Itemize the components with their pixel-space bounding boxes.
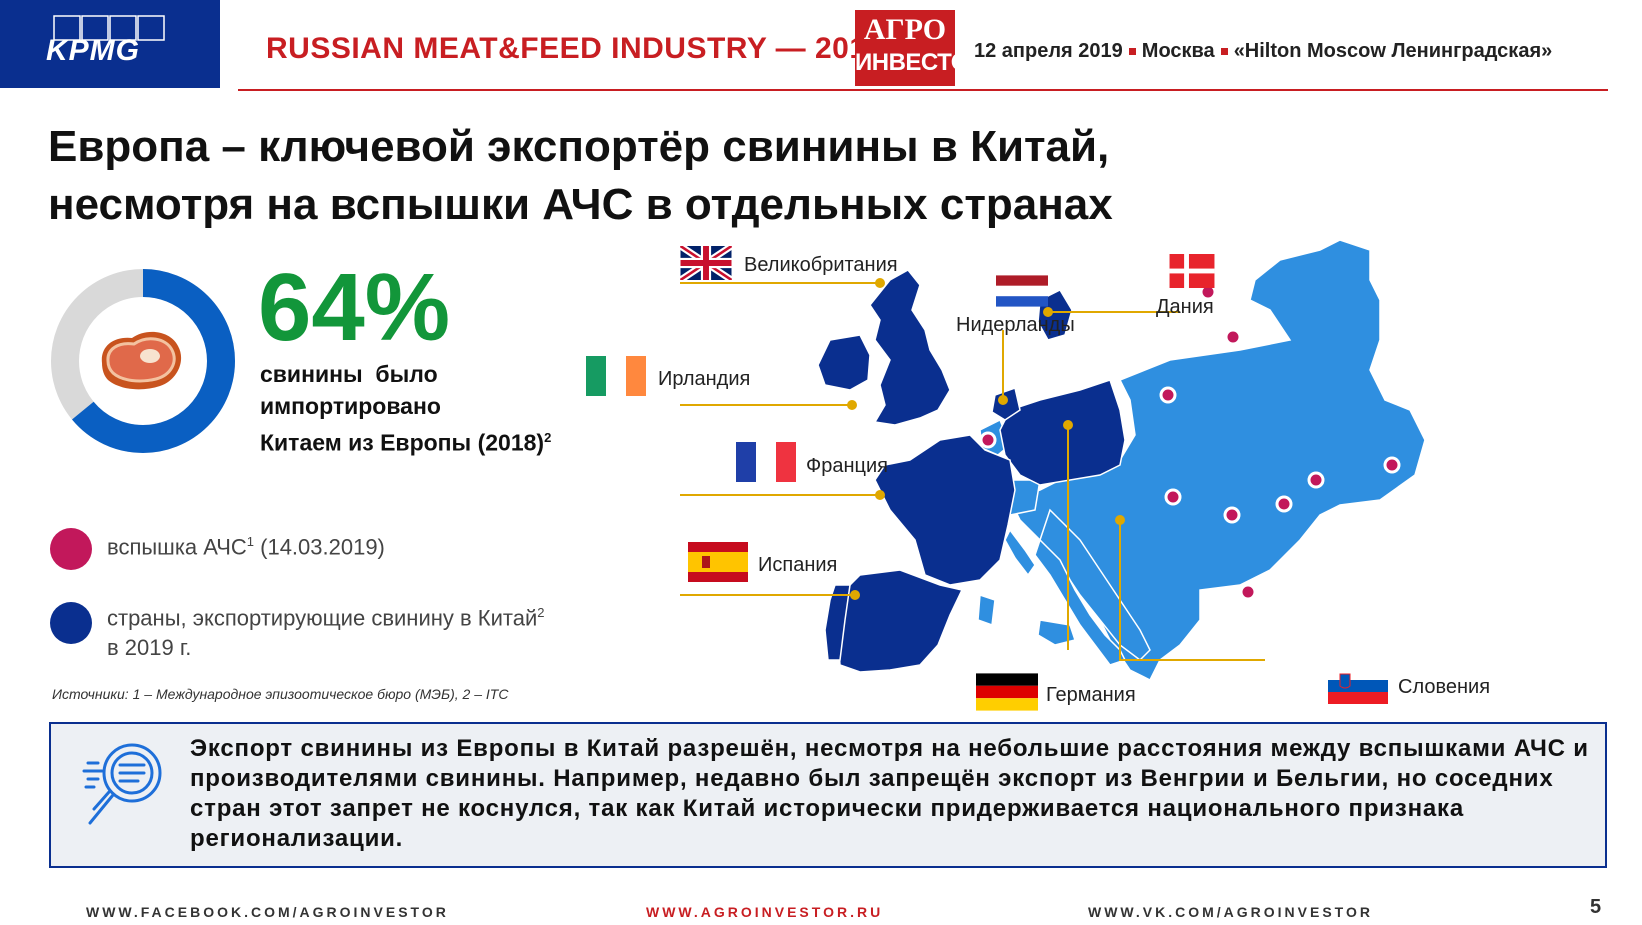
portugal-shape [824,584,851,661]
info-text: Экспорт свинины из Европы в Китай разреш… [190,735,1589,852]
denmark-flag-icon [1169,254,1215,288]
asf-markers [979,283,1401,601]
stat-line-2: импортировано [260,393,441,419]
label-germany: Германия [1046,684,1136,706]
germany-flag-icon [976,673,1038,711]
legend-asf-date: (14.03.2019) [254,534,385,560]
page-title: Европа – ключевой экспортёр свинины в Ки… [48,118,1348,234]
great-britain [869,269,951,426]
event-venue: «Hilton Moscow Ленинградская» [1233,40,1553,62]
label-denmark: Дания [1156,296,1214,318]
legend-exporters-text: страны, экспортирующие свинину в Китай [107,605,538,631]
netherlands-flag-icon [996,275,1048,307]
info-box [49,722,1607,868]
europe-map [680,240,1426,682]
label-france: Франция [806,455,888,477]
germany-shape [999,379,1126,486]
legend-asf-dot [50,528,92,570]
footer-vk-link[interactable]: WWW.VK.COM/AGROINVESTOR [1088,904,1373,920]
meat-steak-icon [101,331,182,390]
legend-exporters-dot [50,602,92,644]
kpmg-logo: KPMG [46,34,140,67]
asf-marker-moldova-west [1307,471,1325,489]
sources-note: Источники: 1 – Международное эпизоотичес… [52,686,509,702]
asf-marker-romania [1223,506,1241,524]
legend-exporters-label: страны, экспортирующие свинину в Китай2 … [107,598,545,663]
switzerland-area [1004,528,1036,577]
connector-dot-uk [875,278,885,288]
stat-description: свинины было импортировано Китаем из Евр… [260,358,551,459]
spain-shape [837,569,964,673]
asf-marker-latvia [1224,328,1242,346]
stat-line-3-text: Китаем из Европы (2018) [260,429,545,456]
stat-footnote: 2 [544,430,552,445]
asf-marker-ukraine [1383,456,1401,474]
asf-marker-hungary [1164,488,1182,506]
connector-dot-ireland [847,400,857,410]
agroinvestor-logo: АГРО ИНВЕСТОР [855,10,985,86]
label-spain: Испания [758,554,838,576]
label-uk: Великобритания [744,254,898,276]
legend-exporters-year: в 2019 г. [107,635,192,661]
connector-dot-germany [1063,420,1073,430]
france-shape [874,434,1016,586]
asf-marker-bulgaria [1239,583,1257,601]
stat-line-1: свинины было [260,361,438,387]
event-title: RUSSIAN MEAT&FEED INDUSTRY — 2019 [266,32,884,65]
header-divider [238,89,1608,91]
legend-asf-label: вспышка АЧС1 (14.03.2019) [107,534,385,560]
connector-dots [847,278,1125,600]
event-info: 12 апреля 2019 Москва «Hilton Moscow Ленин… [974,40,1552,63]
spain-flag-icon [688,542,748,582]
title-line-2: несмотря на вспышки АЧС в отдельных стра… [48,180,1113,229]
event-city: Москва [1141,40,1215,62]
page-number: 5 [1590,896,1602,918]
separator-square [1220,48,1228,55]
uk-flag-icon [680,246,732,280]
ireland-flag-icon [586,356,646,396]
label-ireland: Ирландия [658,368,751,390]
stat-value: 64% [258,254,451,361]
legend-exporters-footnote: 2 [537,605,545,620]
france-flag-icon [736,442,796,482]
separator-square [1128,48,1136,55]
legend-asf-text: вспышка АЧС [107,534,247,560]
sicily [1037,619,1076,646]
footer-facebook-link[interactable]: WWW.FACEBOOK.COM/AGROINVESTOR [86,904,449,920]
connector-dot-slovenia [1115,515,1125,525]
connector-dot-france [875,490,885,500]
kpmg-logo-box [0,0,220,88]
ireland-shape [817,334,871,391]
asf-marker-poland [1159,386,1177,404]
magnifier-document-icon [82,743,162,825]
italy-boot [1034,538,1127,666]
label-slovenia: Словения [1398,676,1491,698]
connector-slovenia [1119,523,1265,661]
connector-dot-spain [850,590,860,600]
connector-lines [680,282,1265,661]
sardinia [977,593,996,627]
share-donut [51,269,235,453]
donut-share-arc [51,269,235,453]
connector-dot-netherlands [998,395,1008,405]
asf-marker-moldova [1275,495,1293,513]
event-date: 12 апреля 2019 [974,40,1123,62]
exporting-countries [817,269,1126,673]
footer-site-link[interactable]: WWW.AGROINVESTOR.RU [646,904,884,920]
label-netherlands: Нидерланды [956,314,1075,336]
asf-marker-belgium [979,431,997,449]
connector-dot-denmark [1043,307,1053,317]
title-line-1: Европа – ключевой экспортёр свинины в Ки… [48,122,1110,171]
kpmg-grid-icon [53,15,165,41]
legend-asf-footnote: 1 [246,534,255,549]
stat-line-3: Китаем из Европы (2018)2 [260,422,551,459]
agro-logo-line1: АГРО [863,13,947,46]
slovenia-flag-icon [1328,668,1388,704]
agro-logo-line2: ИНВЕСТОР [855,49,985,76]
